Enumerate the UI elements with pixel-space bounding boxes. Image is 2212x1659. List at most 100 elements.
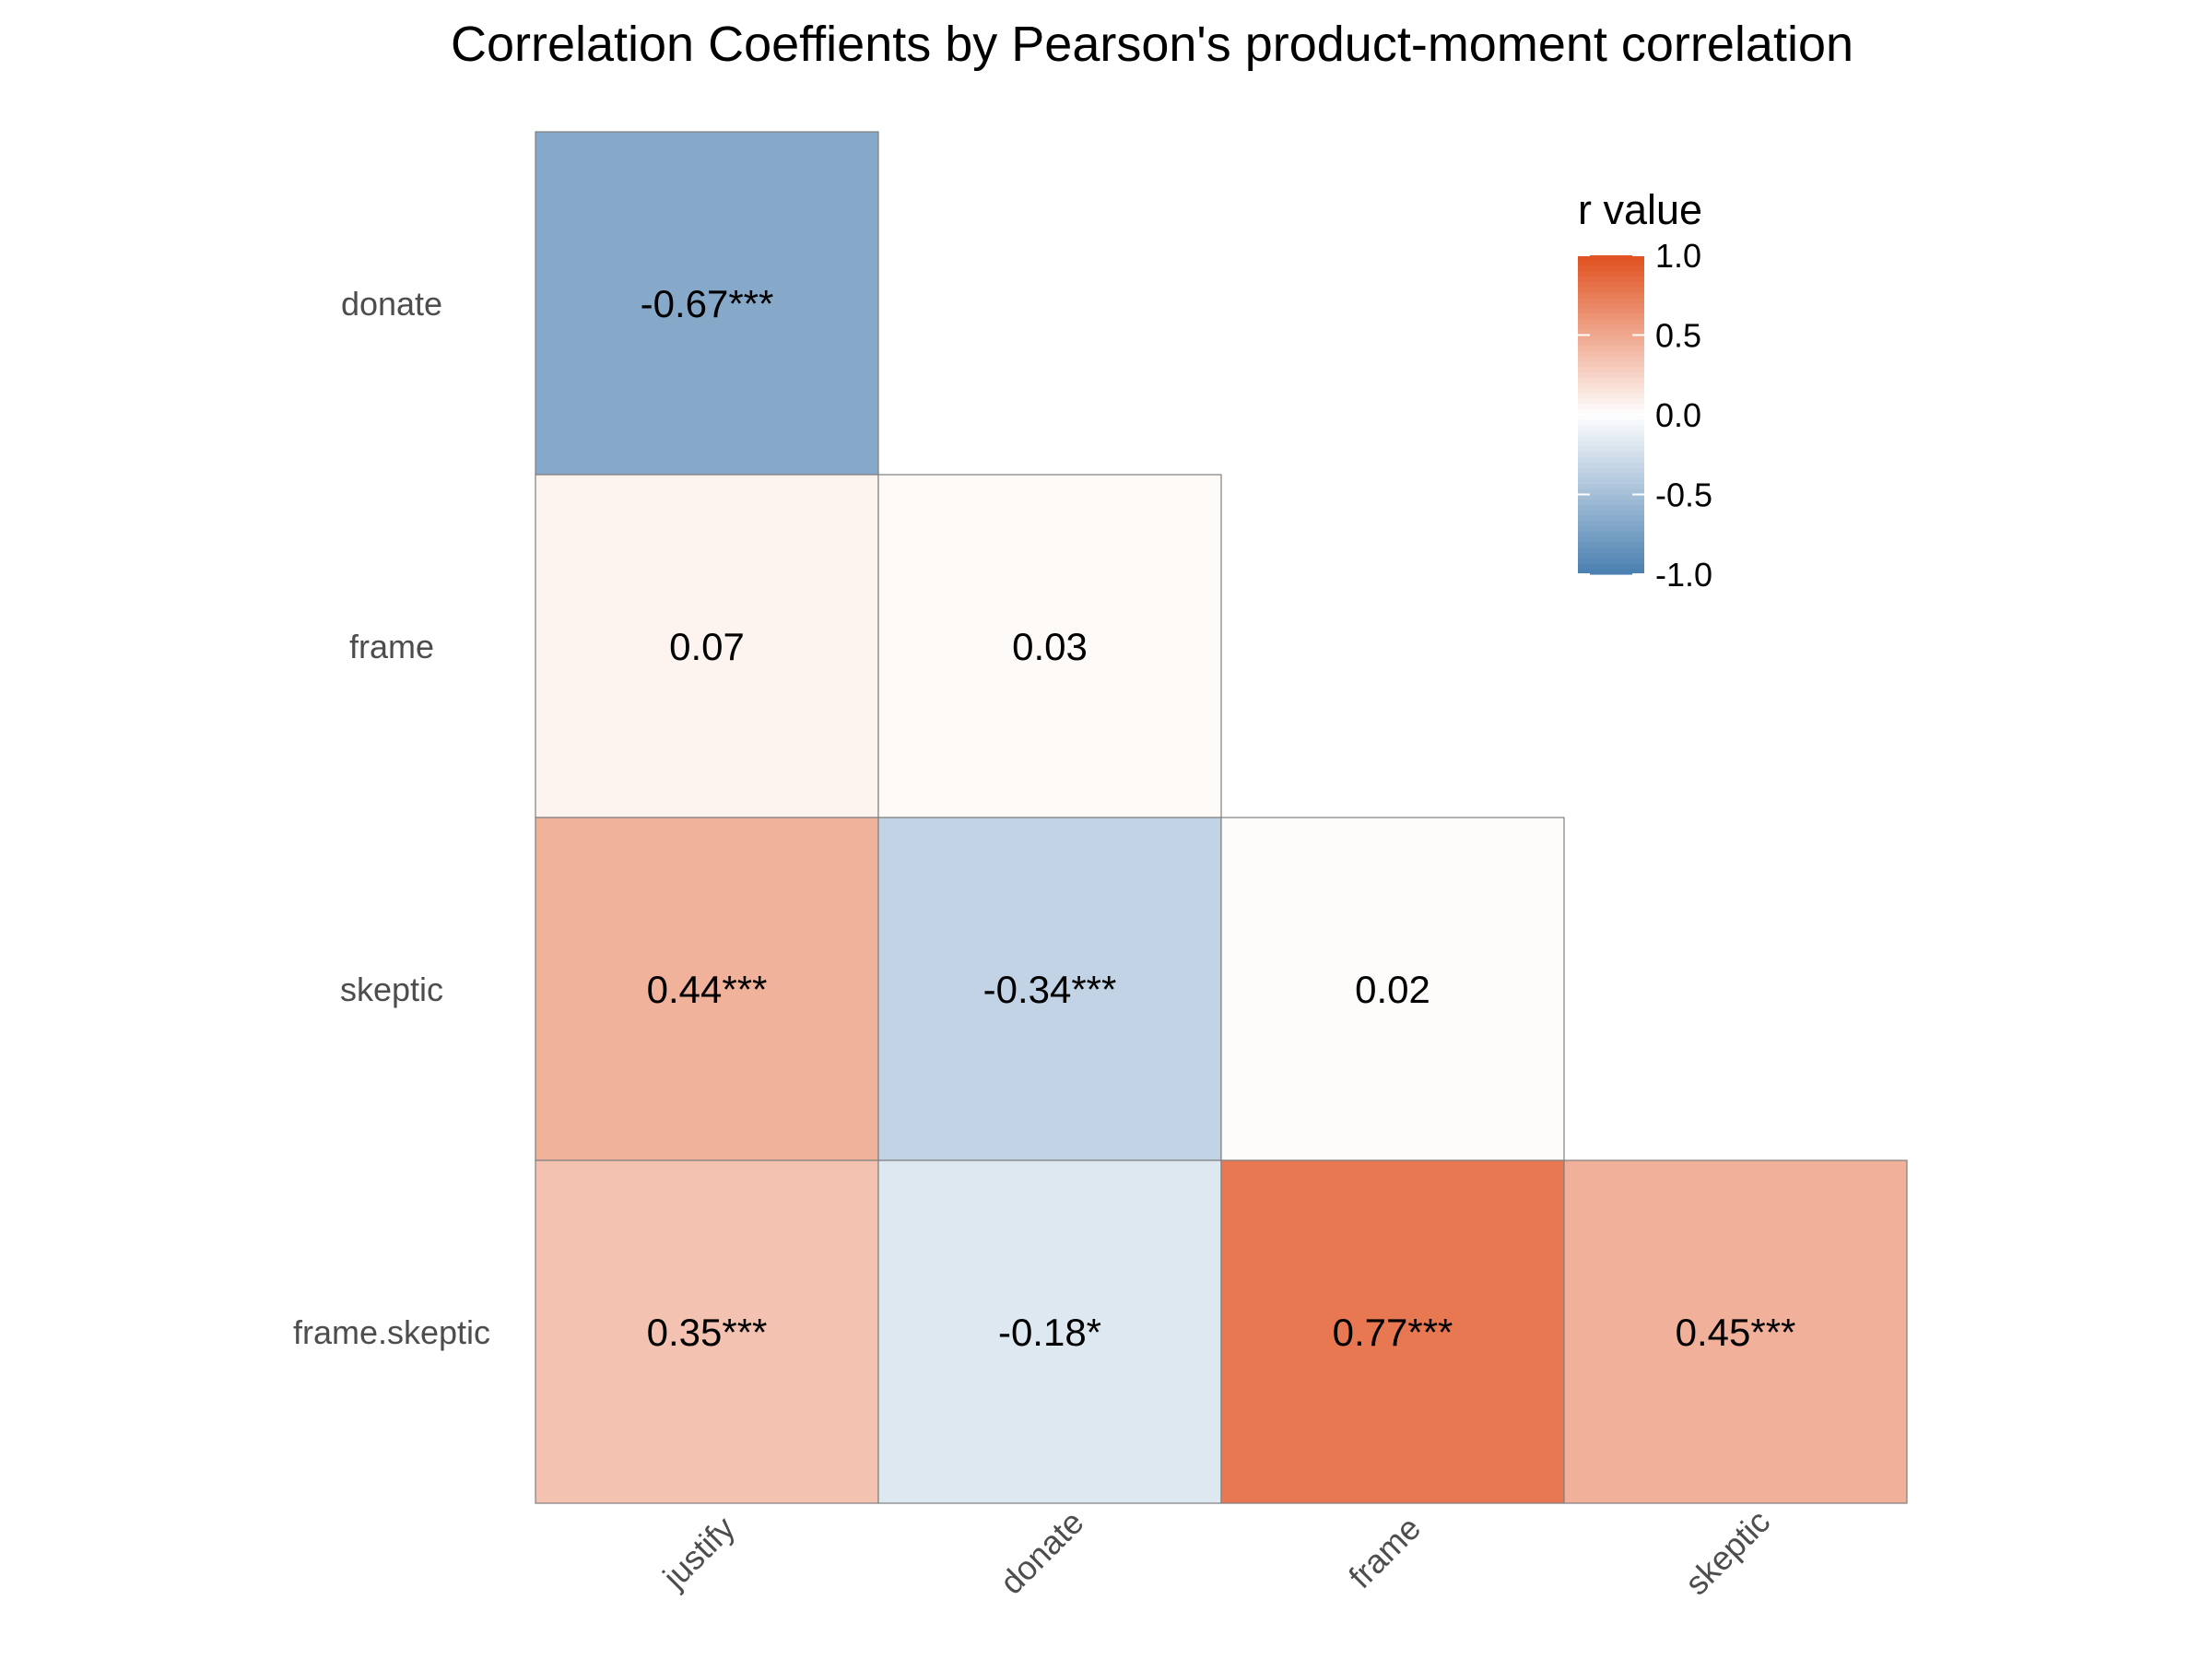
y-axis-labels: donate frame skeptic frame.skeptic (293, 285, 490, 1351)
legend-tick-label: 0.0 (1655, 396, 1701, 434)
legend-title: r value (1578, 186, 1702, 233)
legend-color-step (1578, 361, 1644, 368)
legend-ticks: 1.0 0.5 0.0 -0.5 -1.0 (1578, 237, 1712, 594)
x-axis-label: skeptic (1677, 1502, 1777, 1602)
cell-value-label: 0.77*** (1333, 1311, 1453, 1354)
legend-color-step (1578, 500, 1644, 506)
legend-color-step (1578, 313, 1644, 320)
heatmap-cell (535, 817, 879, 1161)
legend-color-step (1578, 371, 1644, 379)
legend-color-step (1578, 415, 1644, 421)
legend-color-step (1578, 404, 1644, 410)
legend-color-step (1578, 494, 1644, 500)
legend-color-step (1578, 563, 1644, 570)
legend-color-step (1578, 335, 1644, 341)
legend-color-step (1578, 505, 1644, 512)
legend-color-step (1578, 398, 1644, 406)
legend-color-step (1578, 457, 1644, 464)
legend-color-step (1578, 350, 1644, 358)
heatmap-cell (877, 817, 1222, 1161)
x-axis-label: justify (654, 1509, 742, 1596)
legend-color-step (1578, 324, 1644, 331)
legend-color-step (1578, 265, 1644, 272)
chart-title: Correlation Coeffients by Pearson's prod… (451, 17, 1853, 72)
legend-color-step (1578, 356, 1644, 362)
heatmap-cells: -0.67*** 0.07 0.03 0.44*** -0.34*** 0.02 0.35*… (535, 131, 1908, 1504)
legend-color-step (1578, 298, 1644, 304)
cell-value-label: 0.45*** (1676, 1311, 1796, 1354)
legend-color-step (1578, 547, 1644, 554)
legend-color-step (1578, 302, 1644, 310)
legend-color-step (1578, 287, 1644, 293)
legend-color-step (1578, 436, 1644, 442)
legend-color-step (1578, 526, 1644, 533)
legend-color-step (1578, 467, 1644, 475)
legend-color-step (1578, 452, 1644, 458)
legend-color-step (1578, 510, 1644, 517)
heatmap-cell (535, 474, 879, 818)
heatmap-cell (1563, 1159, 1908, 1504)
legend-color-step (1578, 462, 1644, 469)
legend-color-step (1578, 473, 1644, 479)
legend-color-step (1578, 409, 1644, 416)
legend-color-step (1578, 430, 1644, 437)
heatmap-cell (877, 474, 1222, 818)
cell-value-label: -0.34*** (983, 968, 1117, 1011)
cell-value-label: -0.67*** (641, 282, 774, 325)
legend-color-step (1578, 542, 1644, 548)
legend-color-step (1578, 536, 1644, 543)
legend-color-step (1578, 388, 1644, 394)
legend-color-step (1578, 446, 1644, 453)
cell-value-label: -0.18* (998, 1311, 1101, 1354)
legend-color-step (1578, 521, 1644, 527)
cell-value-label: 0.02 (1355, 968, 1430, 1011)
y-axis-label: donate (341, 285, 442, 323)
heatmap-cell (535, 131, 879, 476)
x-axis-label: frame (1341, 1509, 1428, 1595)
legend-color-step (1578, 488, 1644, 496)
heatmap-cell (1220, 817, 1565, 1161)
x-axis-label: donate (993, 1503, 1091, 1602)
legend-color-step (1578, 515, 1644, 522)
legend-color-step (1578, 425, 1644, 431)
legend-color-step (1578, 255, 1644, 262)
legend-color-step (1578, 531, 1644, 538)
legend-color-step (1578, 271, 1644, 277)
legend-color-step (1578, 558, 1644, 565)
legend-color-step (1578, 441, 1644, 448)
heatmap-cell (535, 1159, 879, 1504)
cell-value-label: 0.35*** (647, 1311, 768, 1354)
legend-color-step (1578, 260, 1644, 267)
legend-color-step (1578, 308, 1644, 315)
legend-color-step (1578, 292, 1644, 299)
heatmap-cell (877, 1159, 1222, 1504)
legend-color-step (1578, 569, 1644, 575)
legend-color-step (1578, 483, 1644, 490)
legend-tick-label: -0.5 (1655, 477, 1712, 514)
legend-color-step (1578, 419, 1644, 427)
cell-value-label: 0.07 (669, 625, 745, 668)
y-axis-label: frame (349, 628, 434, 665)
cell-value-label: 0.44*** (647, 968, 768, 1011)
x-axis-labels: justify donate frame skeptic (654, 1502, 1777, 1602)
legend-color-step (1578, 276, 1644, 283)
legend-color-step (1578, 319, 1644, 325)
legend-tick-label: 1.0 (1655, 237, 1701, 275)
legend-tick-label: -1.0 (1655, 556, 1712, 594)
legend-color-step (1578, 340, 1644, 347)
legend-color-step (1578, 346, 1644, 352)
color-legend: r value 1.0 0.5 0.0 -0.5 -1.0 (1578, 186, 1712, 594)
legend-color-step (1578, 281, 1644, 288)
cell-value-label: 0.03 (1012, 625, 1088, 668)
legend-color-step (1578, 478, 1644, 485)
heatmap-cell (1220, 1159, 1565, 1504)
y-axis-label: frame.skeptic (293, 1313, 490, 1351)
legend-color-step (1578, 382, 1644, 389)
y-axis-label: skeptic (340, 971, 443, 1008)
legend-colorbar (1578, 255, 1644, 575)
legend-color-step (1578, 367, 1644, 373)
legend-tick-label: 0.5 (1655, 317, 1701, 355)
legend-color-step (1578, 329, 1644, 336)
legend-color-step (1578, 552, 1644, 559)
